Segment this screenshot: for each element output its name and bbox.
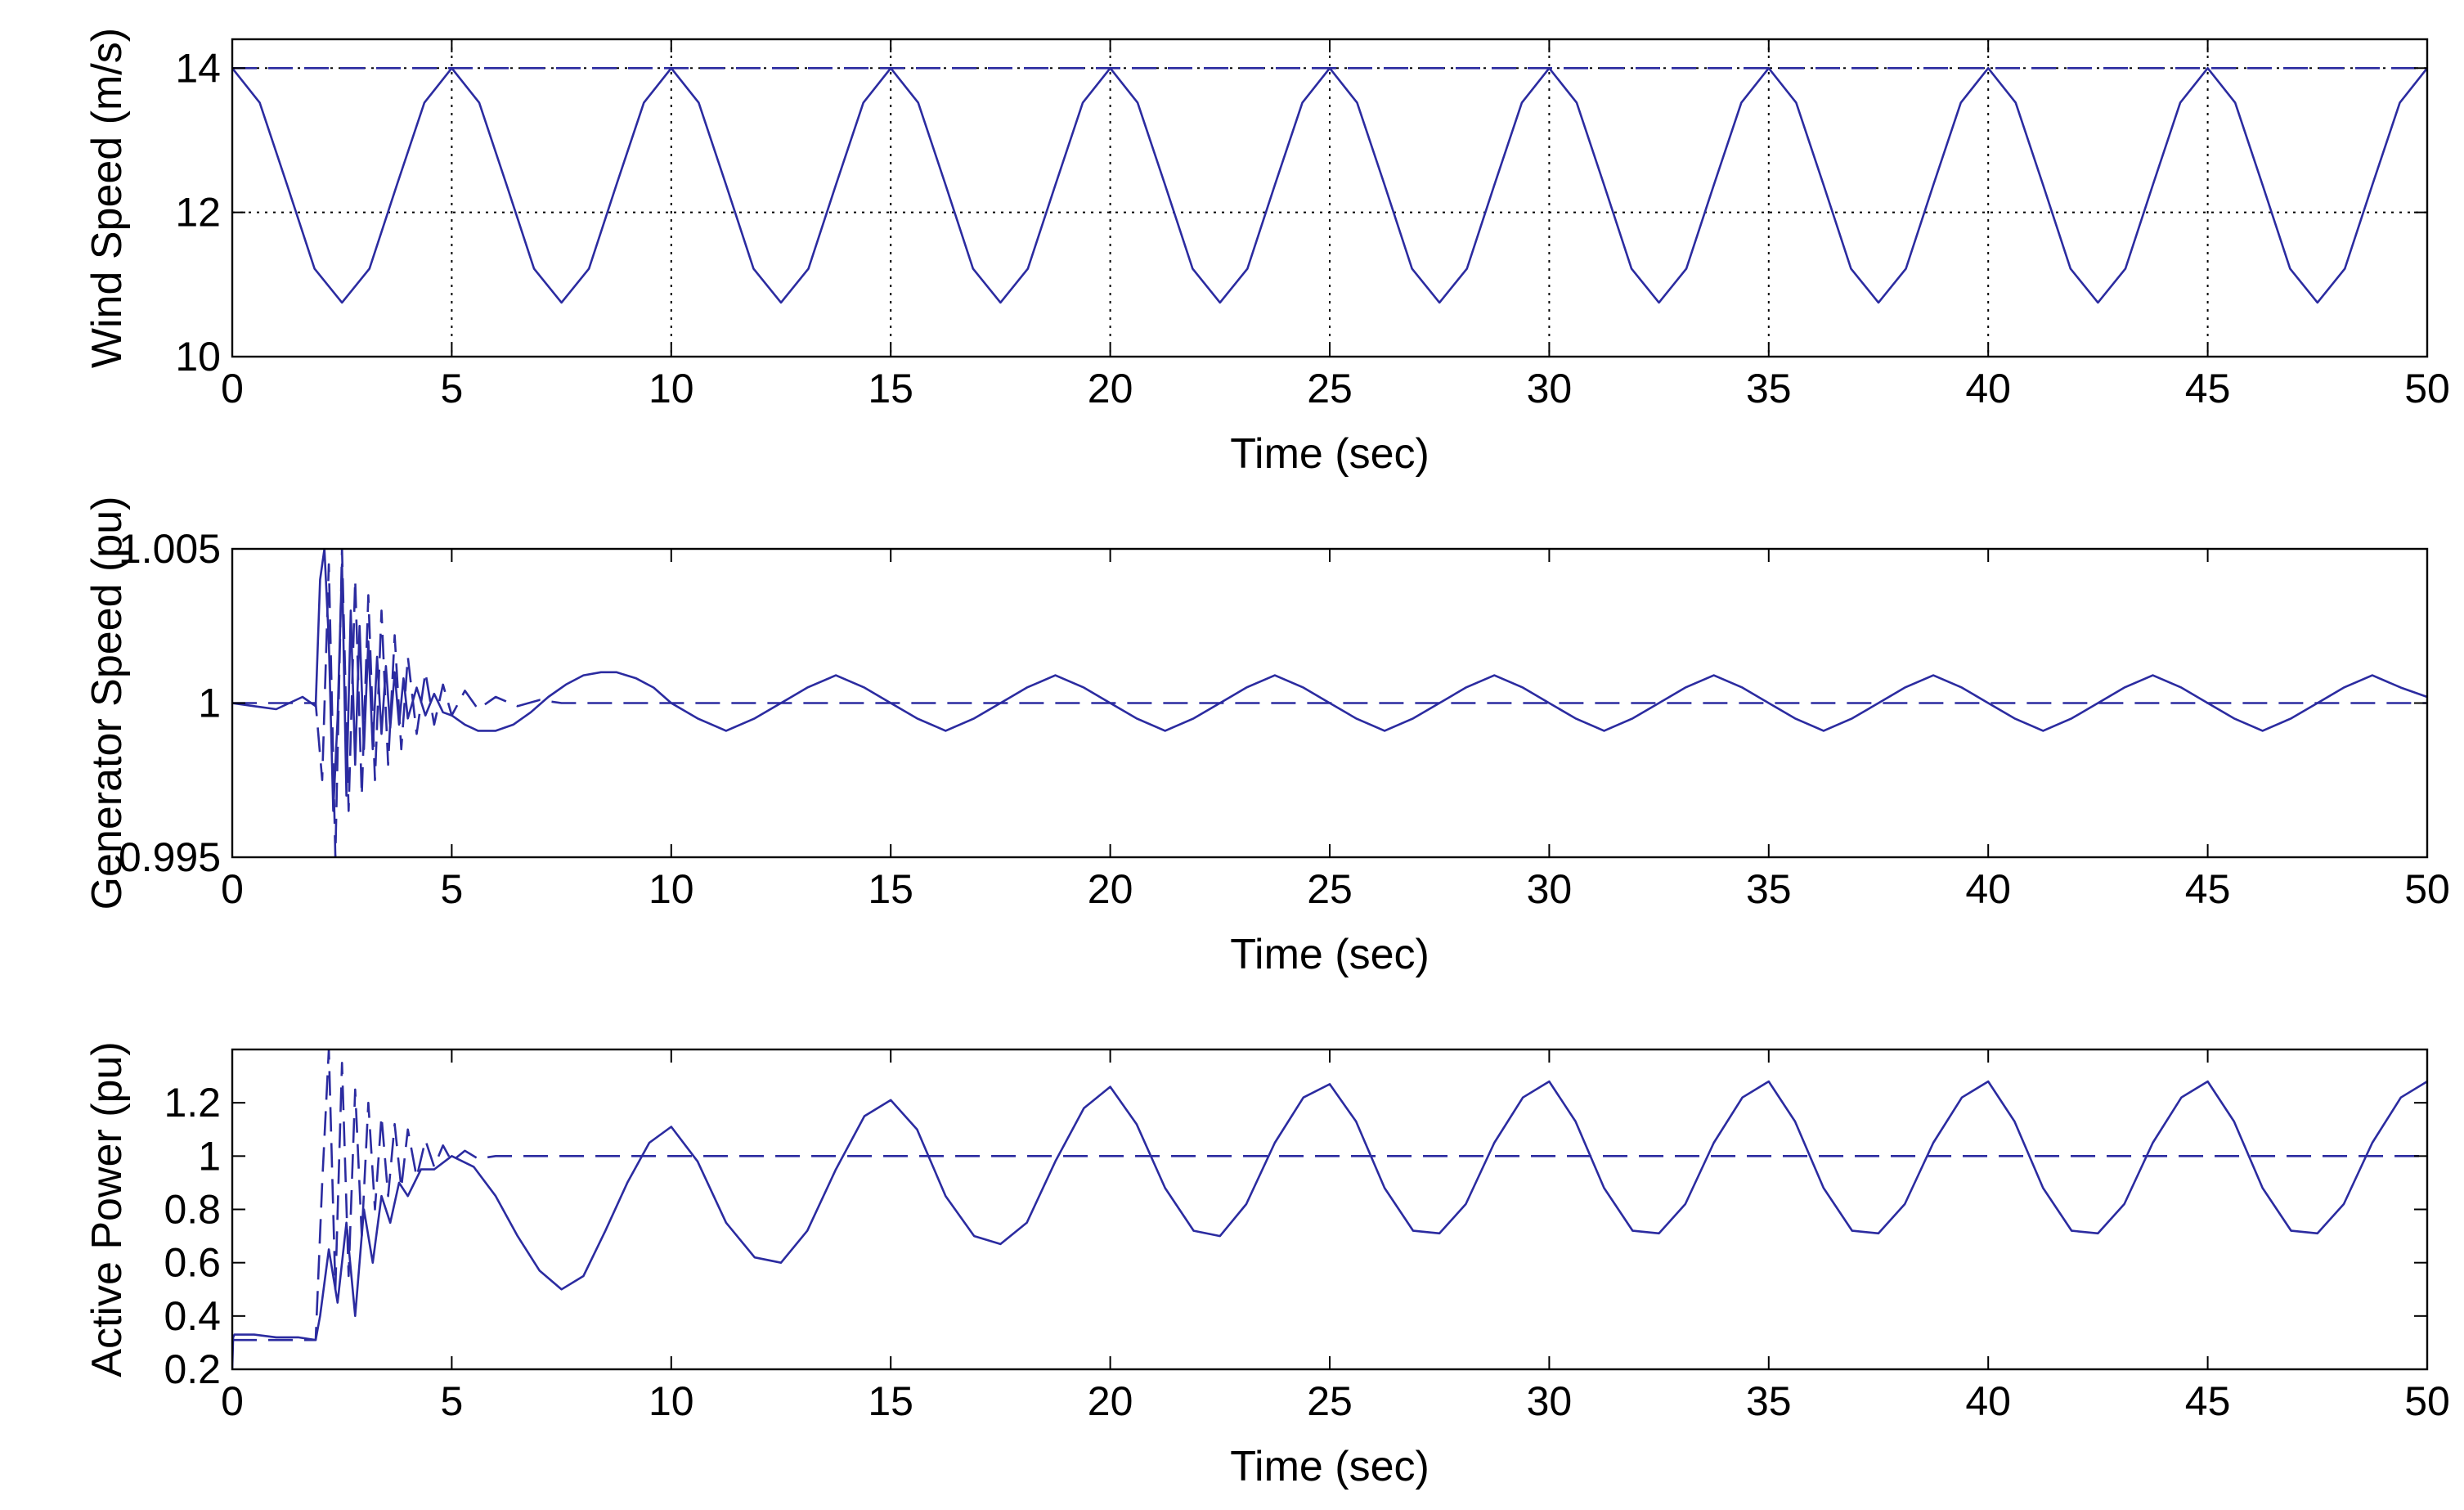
x-tick-label: 25: [1307, 1378, 1353, 1424]
x-tick-label: 10: [649, 1378, 694, 1424]
y-tick-label: 1: [198, 1133, 221, 1179]
y-tick-label: 1.2: [164, 1080, 221, 1126]
x-tick-label: 50: [2404, 866, 2450, 912]
y-tick-label: 0.2: [164, 1346, 221, 1392]
subplot-generator-speed: 0 5 10 15 20 25 30 35 40 45 50 0.995 1 1.005 Time (sec…: [83, 497, 2450, 978]
x-tick-label: 40: [1965, 1378, 2011, 1424]
plot-frame: [231, 38, 2429, 358]
x-axis-label: Time (sec): [1230, 931, 1429, 978]
series-line-dashed: [232, 1049, 2427, 1341]
y-tick-label: 12: [175, 190, 221, 236]
y-tick-label: 10: [175, 334, 221, 380]
x-tick-label: 30: [1527, 366, 1573, 411]
y-tick-label: 0.995: [119, 834, 221, 880]
x-tick-label: 5: [440, 366, 463, 411]
y-tick-label: 0.8: [164, 1187, 221, 1233]
x-tick-label: 40: [1965, 866, 2011, 912]
x-tick-label: 45: [2185, 366, 2231, 411]
y-tick-label: 1: [198, 681, 221, 726]
subplot-active-power: 0 5 10 15 20 25 30 35 40 45 50 0.2 0.4 0.6 0.8 1 1.2 Time…: [83, 1041, 2450, 1490]
x-tick-label: 0: [221, 1378, 244, 1424]
x-tick-label: 35: [1746, 866, 1792, 912]
x-tick-label: 40: [1965, 366, 2011, 411]
x-tick-label: 50: [2404, 366, 2450, 411]
x-tick-label: 20: [1088, 366, 1133, 411]
subplot-wind-speed: 0 5 10 15 20 25 30 35 40 45 50 10 12 14 Time (sec) Wind…: [83, 28, 2450, 478]
x-tick-label: 45: [2185, 1378, 2231, 1424]
x-tick-label: 30: [1527, 866, 1573, 912]
y-tick-label: 14: [175, 45, 221, 91]
x-tick-label: 15: [868, 366, 913, 411]
y-tick-label: 0.4: [164, 1293, 221, 1339]
x-tick-label: 25: [1307, 366, 1353, 411]
y-tick-label: 1.005: [119, 526, 221, 572]
x-tick-label: 35: [1746, 1378, 1792, 1424]
x-tick-label: 20: [1088, 866, 1133, 912]
x-tick-label: 5: [440, 866, 463, 912]
x-tick-label: 0: [221, 366, 244, 411]
y-axis-label: Wind Speed (m/s): [83, 28, 131, 368]
x-tick-label: 20: [1088, 1378, 1133, 1424]
series-line-dashed: [232, 549, 2427, 857]
x-axis-label: Time (sec): [1230, 430, 1429, 478]
y-tick-label: 0.6: [164, 1240, 221, 1286]
x-tick-label: 10: [649, 866, 694, 912]
x-tick-label: 10: [649, 366, 694, 411]
series-line-solid: [232, 1080, 2427, 1369]
x-tick-label: 0: [221, 866, 244, 912]
x-tick-label: 30: [1527, 1378, 1573, 1424]
plot-frame: [231, 1048, 2429, 1371]
x-tick-label: 45: [2185, 866, 2231, 912]
series-line-solid: [232, 67, 2427, 304]
x-tick-label: 15: [868, 1378, 913, 1424]
y-axis-label: Generator Speed (pu): [83, 497, 131, 910]
x-tick-label: 50: [2404, 1378, 2450, 1424]
x-tick-label: 5: [440, 1378, 463, 1424]
x-axis-label: Time (sec): [1230, 1443, 1429, 1490]
x-tick-label: 35: [1746, 366, 1792, 411]
x-tick-label: 15: [868, 866, 913, 912]
x-tick-label: 25: [1307, 866, 1353, 912]
series-line-solid: [232, 549, 2427, 812]
y-axis-label: Active Power (pu): [83, 1041, 131, 1377]
